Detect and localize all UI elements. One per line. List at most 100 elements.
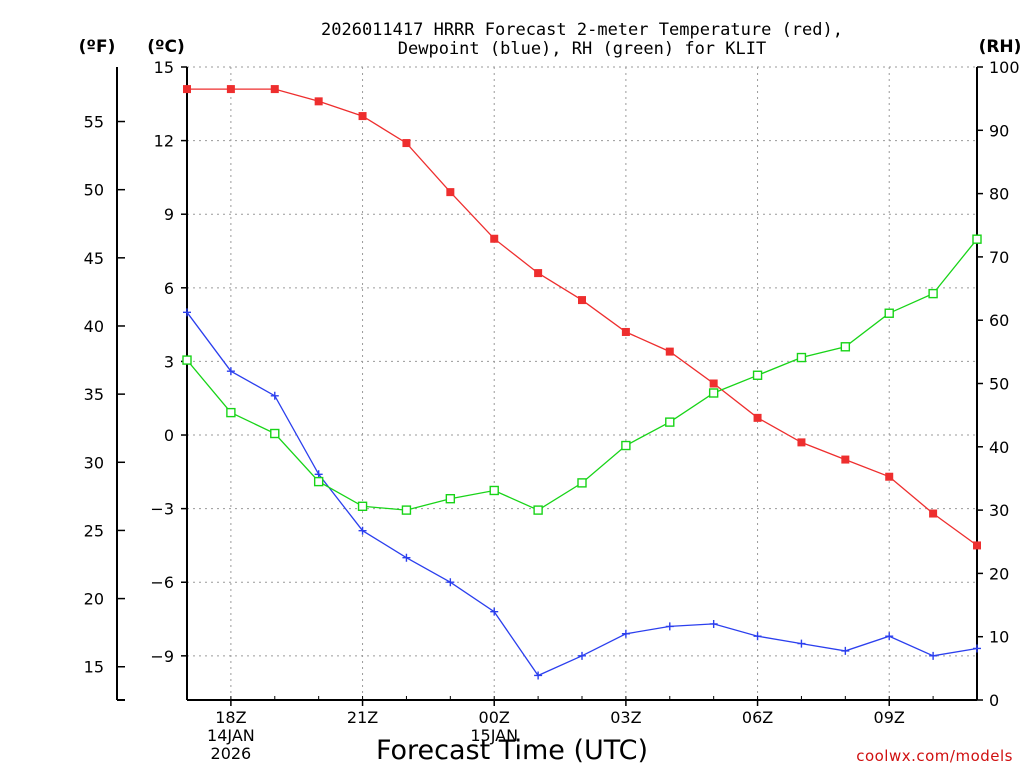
data-point-marker <box>972 234 982 244</box>
fahrenheit-tick-label: 15 <box>84 658 104 677</box>
x-tick-date: 14JAN <box>207 726 255 745</box>
chart-title-line2: Dewpoint (blue), RH (green) for KLIT <box>398 39 766 59</box>
rh-tick-label: 10 <box>989 628 1009 647</box>
data-point-marker <box>401 505 412 515</box>
data-point-marker <box>534 269 543 278</box>
celsius-tick-label: −9 <box>150 647 174 666</box>
rh-tick-label: 100 <box>989 58 1020 77</box>
fahrenheit-unit-label: (ºF) <box>79 37 116 57</box>
x-tick-label: 00Z <box>479 708 510 727</box>
data-point-marker <box>446 578 455 587</box>
series-rh <box>182 234 982 515</box>
data-point-marker <box>973 541 981 550</box>
fahrenheit-tick-label: 35 <box>84 385 104 404</box>
rh-tick-label: 0 <box>989 691 999 710</box>
data-point-marker <box>358 526 367 535</box>
credit-text: coolwx.com/models <box>856 747 1013 765</box>
rh-tick-label: 40 <box>989 438 1009 457</box>
rh-tick-label: 20 <box>989 564 1009 583</box>
fahrenheit-tick-label: 45 <box>84 249 104 268</box>
series-dewpoint <box>183 308 981 680</box>
data-point-marker <box>752 370 763 380</box>
data-point-marker <box>226 367 235 376</box>
x-tick-label: 03Z <box>610 708 641 727</box>
data-point-marker <box>796 352 807 363</box>
data-point-marker <box>183 85 191 94</box>
data-point-marker <box>402 553 411 562</box>
data-point-marker <box>665 622 674 631</box>
rh-unit-label: (RH) <box>979 37 1022 57</box>
data-point-marker <box>446 188 455 197</box>
x-tick-label: 06Z <box>742 708 773 727</box>
data-point-marker <box>578 296 586 305</box>
data-point-marker <box>797 639 806 648</box>
data-point-marker <box>753 632 762 641</box>
chart-title-line1: 2026011417 HRRR Forecast 2-meter Tempera… <box>321 20 843 40</box>
x-axis-label: Forecast Time (UTC) <box>376 735 648 766</box>
celsius-tick-label: −6 <box>150 573 174 592</box>
data-series <box>182 85 982 680</box>
data-point-marker <box>357 501 368 512</box>
data-point-marker <box>884 308 894 318</box>
data-point-marker <box>270 391 279 400</box>
x-tick-year: 2026 <box>211 744 252 763</box>
celsius-tick-label: 12 <box>154 132 174 151</box>
data-point-marker <box>578 651 586 660</box>
rh-tick-label: 50 <box>989 375 1009 394</box>
data-point-marker <box>797 438 806 447</box>
data-point-marker <box>840 342 851 352</box>
fahrenheit-tick-label: 40 <box>84 317 104 336</box>
data-point-marker <box>226 407 236 418</box>
fahrenheit-tick-label: 30 <box>84 453 104 472</box>
data-point-marker <box>928 288 938 299</box>
x-tick-label: 09Z <box>874 708 905 727</box>
data-point-marker <box>929 509 938 518</box>
data-point-marker <box>577 478 587 488</box>
rh-tick-label: 60 <box>989 311 1009 330</box>
celsius-tick-label: −3 <box>150 500 174 519</box>
data-point-marker <box>490 234 499 243</box>
rh-tick-label: 90 <box>989 121 1009 140</box>
data-point-marker <box>183 308 191 317</box>
data-point-marker <box>490 607 499 616</box>
celsius-tick-label: 3 <box>164 352 174 371</box>
rh-tick-label: 80 <box>989 185 1009 204</box>
data-point-marker <box>885 472 894 481</box>
axes: −9 −6 −3 0 3 6 9 12 15 15 20 25 30 35 40 45 50 55 0 10 20 30 4… <box>84 58 1020 763</box>
data-point-marker <box>929 651 938 660</box>
data-point-marker <box>402 139 411 148</box>
x-tick-label: 18Z <box>215 708 246 727</box>
celsius-tick-label: 6 <box>164 279 174 298</box>
series-2-meter-temperature <box>183 85 981 550</box>
data-point-marker <box>885 632 894 641</box>
data-point-marker <box>709 619 718 628</box>
celsius-unit-label: (ºC) <box>147 37 185 57</box>
data-point-marker <box>445 494 456 504</box>
data-point-marker <box>709 379 718 388</box>
data-point-marker <box>621 440 631 451</box>
data-point-marker <box>182 355 192 365</box>
data-point-marker <box>841 455 850 464</box>
data-point-marker <box>665 417 675 427</box>
data-point-marker <box>489 485 499 496</box>
fahrenheit-tick-label: 25 <box>84 521 104 540</box>
rh-tick-label: 30 <box>989 501 1009 520</box>
data-point-marker <box>358 112 367 121</box>
celsius-tick-label: 0 <box>164 426 174 445</box>
data-point-marker <box>270 85 279 94</box>
data-point-marker <box>270 428 280 439</box>
fahrenheit-tick-label: 55 <box>84 113 104 132</box>
data-point-marker <box>753 413 762 422</box>
data-point-marker <box>313 476 324 487</box>
celsius-tick-label: 9 <box>164 205 174 224</box>
data-point-marker <box>841 646 850 655</box>
data-point-marker <box>708 388 719 398</box>
data-point-marker <box>621 629 630 638</box>
data-point-marker <box>621 327 630 336</box>
fahrenheit-tick-label: 50 <box>84 181 104 200</box>
data-point-marker <box>665 347 674 356</box>
celsius-tick-label: 15 <box>154 58 174 77</box>
x-tick-label: 21Z <box>347 708 378 727</box>
